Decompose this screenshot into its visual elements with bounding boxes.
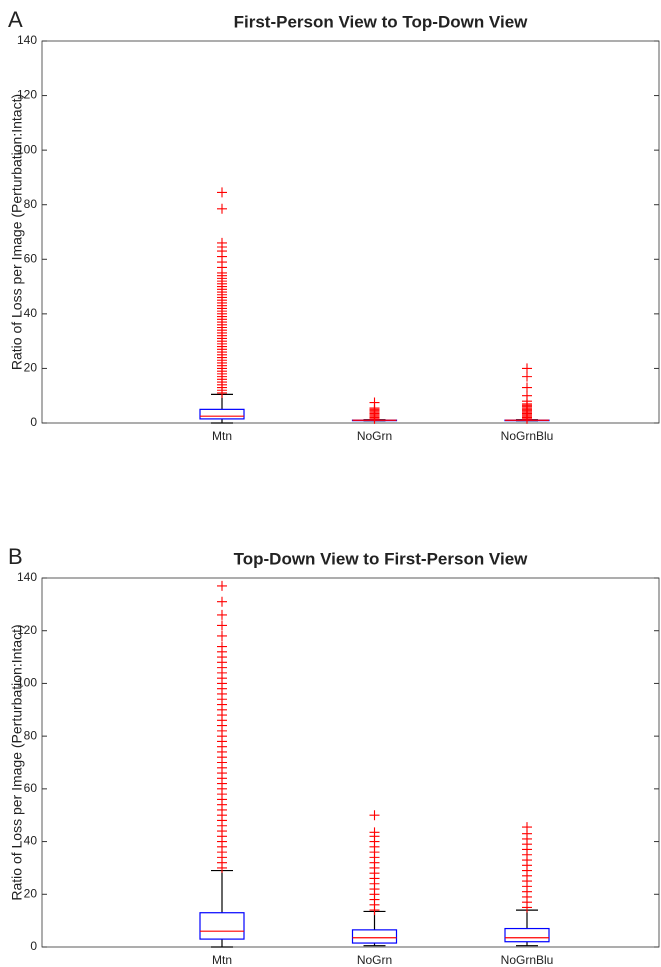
outlier: [217, 187, 227, 198]
box: [199, 408, 245, 420]
outlier: [522, 822, 532, 833]
outlier: [217, 203, 227, 214]
outlier: [217, 641, 227, 652]
y-axis-label: Ratio of Loss per Image (Perturbation:In…: [9, 624, 25, 900]
y-tick-label: 140: [17, 570, 37, 584]
outlier: [522, 363, 532, 374]
chart-title: First-Person View to Top-Down View: [234, 12, 529, 31]
y-tick-label: 100: [17, 142, 37, 156]
x-tick-label: NoGrnBlu: [501, 953, 554, 967]
outlier: [369, 810, 380, 821]
panel-label: B: [8, 544, 23, 569]
y-tick-label: 60: [24, 781, 38, 795]
y-tick-label: 100: [17, 676, 37, 690]
y-tick-label: 20: [24, 886, 38, 900]
box: [351, 929, 398, 944]
x-tick-label: NoGrnBlu: [501, 429, 554, 443]
x-tick-label: Mtn: [212, 953, 232, 967]
plot-area: [41, 40, 660, 424]
y-tick-label: 80: [24, 197, 38, 211]
outlier: [217, 580, 227, 591]
y-tick-label: 20: [24, 361, 38, 375]
y-tick-label: 40: [24, 306, 38, 320]
plot-area: [41, 577, 660, 948]
y-tick-label: 0: [30, 939, 37, 953]
y-axis-label: Ratio of Loss per Image (Perturbation:In…: [9, 94, 25, 370]
outlier: [217, 596, 227, 607]
x-tick-label: NoGrn: [357, 429, 392, 443]
outlier: [369, 397, 380, 408]
box: [199, 912, 245, 940]
y-tick-label: 120: [17, 88, 37, 102]
y-tick-label: 120: [17, 623, 37, 637]
y-tick-label: 140: [17, 33, 37, 47]
outlier: [369, 827, 380, 838]
x-tick-label: Mtn: [212, 429, 232, 443]
y-tick-label: 0: [30, 415, 37, 429]
outlier: [522, 382, 532, 393]
box: [504, 927, 550, 943]
chart-title: Top-Down View to First-Person View: [234, 549, 529, 568]
outlier: [217, 630, 227, 641]
panel-label: A: [8, 7, 23, 32]
outlier: [217, 620, 227, 631]
x-tick-label: NoGrn: [357, 953, 392, 967]
y-tick-label: 60: [24, 251, 38, 265]
y-tick-label: 40: [24, 834, 38, 848]
outlier: [217, 237, 227, 248]
y-tick-label: 80: [24, 728, 38, 742]
outlier: [217, 609, 227, 620]
